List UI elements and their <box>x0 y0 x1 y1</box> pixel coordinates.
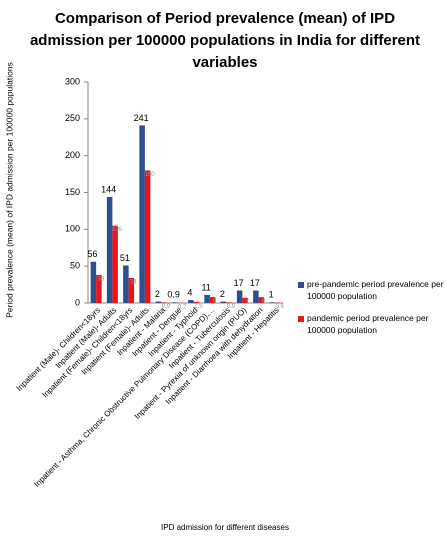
value-label: 144 <box>101 184 116 194</box>
bar <box>193 301 200 303</box>
bar <box>139 125 145 303</box>
bar <box>253 290 259 303</box>
x-axis-label: IPD admission for different diseases <box>161 523 289 532</box>
value-label: 17 <box>250 278 260 288</box>
bar <box>161 302 167 303</box>
y-axis-label: Period prevalence (mean) of IPD admissio… <box>4 62 14 318</box>
bar <box>106 196 113 303</box>
value-label: 34 <box>130 280 137 286</box>
bar <box>258 297 265 303</box>
value-label: 7 <box>245 299 249 305</box>
y-tick-label: 100 <box>65 224 80 234</box>
value-label: 11 <box>201 282 210 292</box>
value-label: 0.9 <box>162 304 171 310</box>
legend-label: pre-pandemic period prevalence per 10000… <box>307 279 444 301</box>
value-label: 2 <box>220 289 225 299</box>
bar <box>112 225 118 303</box>
legend-swatch <box>298 316 304 322</box>
y-tick-label: 0 <box>75 297 80 307</box>
value-label: 4 <box>187 287 192 297</box>
bar <box>226 302 232 303</box>
bar <box>236 290 243 303</box>
value-label: 105 <box>112 227 123 233</box>
value-label: 1.5 <box>194 303 203 309</box>
value-label: 17 <box>234 278 244 288</box>
value-label: 51 <box>120 253 130 263</box>
value-label: 8 <box>213 299 217 305</box>
bar <box>128 277 135 303</box>
value-label: 0.9 <box>167 290 180 300</box>
bar <box>155 301 162 303</box>
y-tick-label: 300 <box>65 76 80 86</box>
value-label: 56 <box>87 249 97 259</box>
bar <box>90 261 97 303</box>
bar <box>220 301 227 303</box>
legend-label: pandemic period prevalence per 100000 po… <box>307 313 429 335</box>
value-label: 241 <box>134 113 149 123</box>
bar <box>171 302 178 303</box>
bar <box>96 275 102 303</box>
bar <box>209 297 216 303</box>
bar <box>242 297 248 303</box>
y-tick-label: 250 <box>65 113 80 123</box>
bar <box>188 300 194 303</box>
value-label: 2 <box>155 289 160 299</box>
value-label: 0.2 <box>178 304 187 310</box>
value-label: 0.9 <box>227 304 236 310</box>
y-tick-label: 50 <box>70 261 80 271</box>
value-label: 38 <box>98 277 105 283</box>
value-label: 1 <box>269 290 274 300</box>
value-label: 0.6 <box>275 304 284 310</box>
legend-swatch <box>298 282 304 288</box>
value-label: 8 <box>262 299 266 305</box>
bar <box>204 294 210 303</box>
value-label: 180 <box>145 172 156 178</box>
chart-title: Comparison of Period prevalence (mean) o… <box>29 10 421 71</box>
y-tick-label: 150 <box>65 187 80 197</box>
y-tick-label: 200 <box>65 150 80 160</box>
bar <box>269 302 275 303</box>
bar <box>123 265 129 303</box>
bar <box>144 170 151 303</box>
